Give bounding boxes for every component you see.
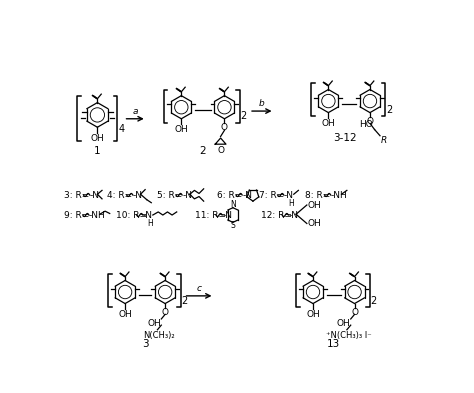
Text: -N: -N (222, 211, 232, 220)
Text: O: O (162, 308, 169, 317)
Text: 3: 3 (142, 339, 148, 349)
Text: OH: OH (306, 310, 320, 319)
Text: R: R (381, 136, 387, 145)
Text: 12: R=: 12: R= (261, 211, 292, 220)
Text: OH: OH (308, 200, 321, 209)
Text: -N: -N (133, 191, 143, 200)
Text: -N: -N (288, 211, 298, 220)
Text: 7: R=: 7: R= (259, 191, 284, 200)
Text: 2: 2 (386, 105, 392, 115)
Text: OH: OH (118, 310, 132, 319)
Text: HO: HO (359, 120, 373, 129)
Text: OH: OH (91, 134, 104, 143)
Text: a: a (132, 107, 138, 116)
Text: -N: -N (284, 191, 294, 200)
Text: -NH: -NH (89, 211, 106, 220)
Text: -NH: -NH (331, 191, 347, 200)
Text: 9: R=: 9: R= (64, 211, 89, 220)
Text: 2: 2 (200, 147, 206, 156)
Text: c: c (197, 284, 201, 293)
Text: 4: 4 (118, 124, 124, 134)
Text: OH: OH (308, 219, 321, 228)
Text: O: O (366, 117, 374, 126)
Text: OH: OH (321, 119, 335, 128)
Text: 5: R=: 5: R= (157, 191, 182, 200)
Text: 4: R=: 4: R= (107, 191, 132, 200)
Text: OH: OH (147, 319, 161, 328)
Text: S: S (230, 221, 235, 230)
Text: b: b (259, 99, 264, 108)
Text: 11: R=: 11: R= (195, 211, 226, 220)
Text: O: O (221, 123, 228, 132)
Text: O: O (217, 147, 224, 156)
Text: ⁺N(CH₃)₃ I⁻: ⁺N(CH₃)₃ I⁻ (326, 331, 371, 340)
Text: -N: -N (143, 211, 153, 220)
Text: H: H (288, 199, 293, 208)
Text: OH: OH (337, 319, 351, 328)
Text: 8: R=: 8: R= (305, 191, 330, 200)
Text: 2: 2 (371, 296, 377, 306)
Text: 13: 13 (327, 339, 340, 349)
Text: -N: -N (182, 191, 192, 200)
Text: 2: 2 (241, 112, 247, 121)
Text: 2: 2 (182, 296, 188, 306)
Text: 10: R=: 10: R= (116, 211, 147, 220)
Text: OH: OH (174, 125, 188, 134)
Text: H: H (147, 219, 153, 228)
Text: 6: R=: 6: R= (217, 191, 242, 200)
Text: N(CH₃)₂: N(CH₃)₂ (143, 331, 175, 340)
Text: 1: 1 (94, 146, 100, 156)
Text: N: N (230, 200, 236, 209)
Text: -N: -N (90, 191, 100, 200)
Text: 3: R=: 3: R= (64, 191, 89, 200)
Text: O: O (351, 308, 358, 317)
Text: 3-12: 3-12 (334, 133, 357, 143)
Text: -N: -N (242, 191, 252, 200)
